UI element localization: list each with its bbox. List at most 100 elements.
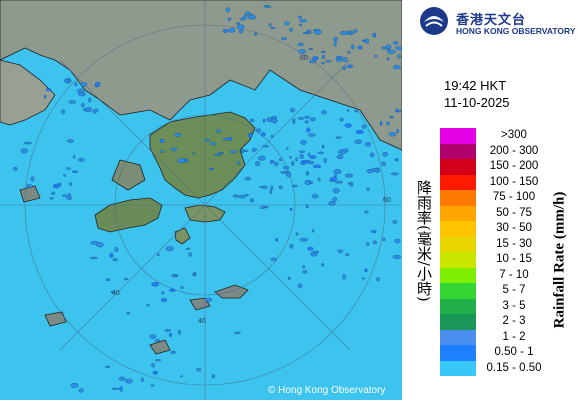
rain-echo	[333, 169, 342, 175]
rain-echo	[20, 148, 28, 154]
hko-logo: 香港天文台 HONG KONG OBSERVATORY	[412, 6, 576, 36]
legend-swatch	[440, 159, 476, 175]
rain-echo	[297, 42, 304, 47]
rain-echo	[74, 81, 78, 87]
legend-label: >300	[501, 129, 527, 141]
rain-echo	[302, 265, 305, 269]
rain-echo	[240, 148, 245, 154]
rain-echo	[347, 51, 351, 54]
rain-echo	[151, 282, 160, 287]
rain-echo	[387, 49, 396, 54]
rain-echo	[333, 41, 337, 47]
rain-echo	[302, 270, 308, 274]
rain-echo	[270, 185, 274, 191]
rain-echo	[237, 195, 246, 199]
rain-echo	[307, 246, 314, 251]
rain-echo	[330, 176, 338, 181]
rain-echo	[192, 152, 196, 155]
rain-echo	[336, 154, 344, 160]
rain-echo	[72, 170, 78, 173]
rain-echo	[227, 137, 233, 141]
legend-swatch	[440, 221, 476, 237]
legend-label: 10 - 15	[496, 253, 532, 265]
rain-echo	[146, 304, 150, 307]
rain-echo	[280, 171, 287, 174]
rain-echo	[304, 115, 310, 119]
rain-echo	[343, 148, 349, 153]
rain-echo	[361, 124, 367, 129]
rain-echo	[310, 117, 316, 122]
rain-echo	[173, 273, 178, 276]
rain-echo	[169, 288, 176, 292]
rain-echo	[336, 56, 343, 59]
legend-swatch	[440, 205, 476, 221]
range-label-northeast: 60	[300, 55, 308, 62]
rain-echo	[188, 252, 192, 257]
rain-echo	[357, 45, 363, 50]
rain-echo	[270, 118, 278, 123]
rain-echo	[249, 198, 255, 203]
range-label-south: 40	[198, 318, 206, 325]
legend-swatch	[440, 128, 476, 144]
rain-echo	[232, 194, 239, 198]
mainland-land	[0, 0, 402, 151]
rain-echo	[260, 206, 266, 209]
rain-echo	[295, 232, 299, 236]
rain-echo	[180, 286, 184, 289]
legend-label: 0.50 - 1	[494, 346, 534, 358]
rain-echo	[244, 194, 249, 197]
logo-chinese-name: 香港天文台	[456, 12, 527, 27]
rain-echo	[374, 54, 378, 58]
range-label-southwest: 40	[112, 290, 120, 297]
legend-swatch	[440, 329, 476, 345]
rain-echo	[208, 167, 215, 170]
rain-echo	[335, 180, 343, 184]
legend-panel: 香港天文台 HONG KONG OBSERVATORY 19:42 HKT 11…	[402, 0, 577, 400]
rain-echo	[89, 256, 98, 259]
rain-echo	[328, 201, 336, 206]
legend-label: 200 - 300	[489, 144, 539, 157]
rain-echo	[321, 263, 325, 267]
rain-echo	[229, 150, 238, 154]
rain-echo	[390, 172, 399, 176]
rain-echo	[323, 158, 327, 164]
rain-echo	[82, 108, 87, 111]
rain-echo	[69, 182, 72, 187]
rain-echo	[245, 11, 251, 16]
rain-echo	[317, 177, 321, 182]
rain-echo	[96, 242, 104, 248]
legend-label: 150 - 200	[489, 160, 539, 172]
rain-echo	[379, 121, 383, 126]
legend-color-scale	[440, 128, 476, 376]
rain-echo	[80, 82, 88, 87]
rain-echo	[321, 110, 328, 115]
rain-echo	[211, 374, 215, 379]
rain-echo	[114, 246, 119, 253]
rain-echo	[382, 152, 388, 157]
rain-echo	[370, 230, 377, 233]
rain-echo	[321, 62, 325, 65]
rain-echo	[344, 173, 354, 178]
legend-swatch	[440, 190, 476, 206]
rain-echo	[174, 133, 182, 137]
rain-echo	[305, 204, 309, 209]
rain-echo	[93, 108, 99, 113]
rain-echo	[159, 138, 165, 143]
rain-echo	[392, 220, 398, 224]
legend-swatch	[440, 236, 476, 252]
rain-echo	[169, 332, 172, 338]
rain-echo	[353, 29, 358, 33]
rain-echo	[124, 278, 129, 281]
legend-label: 3 - 5	[502, 299, 526, 312]
rain-echo	[156, 253, 160, 257]
rain-echo	[260, 132, 266, 137]
rain-echo	[285, 147, 289, 150]
rain-echo	[372, 240, 377, 245]
rain-echo	[339, 31, 349, 35]
rain-echo	[68, 100, 77, 104]
rain-echo	[244, 176, 252, 181]
rain-echo	[77, 88, 85, 94]
legend-label: 1 - 2	[502, 330, 526, 343]
rain-echo	[298, 49, 306, 54]
rain-echo	[395, 46, 402, 51]
